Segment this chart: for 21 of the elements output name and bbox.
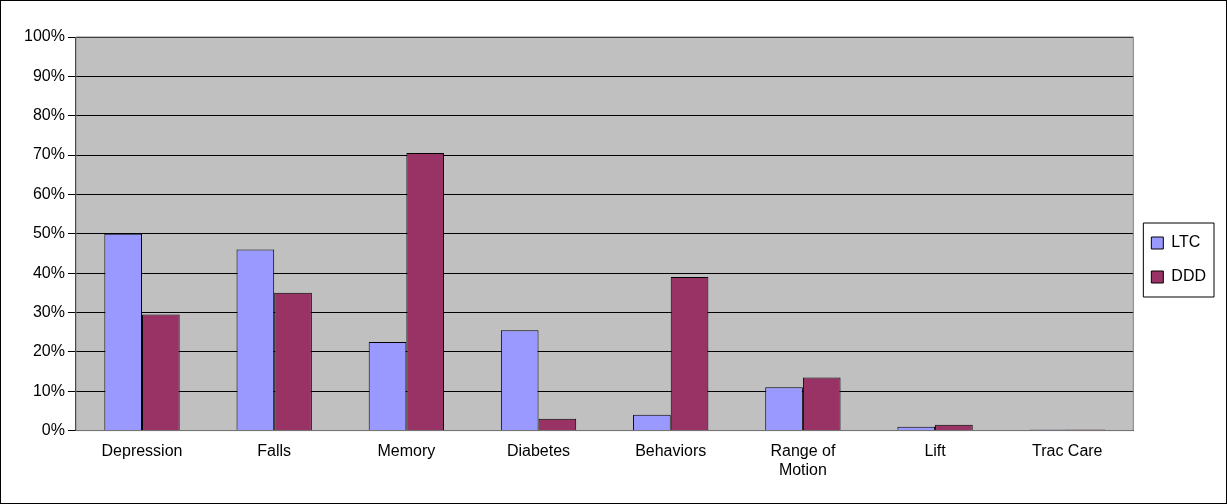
x-tick-label: Range of Motion — [770, 441, 836, 478]
y-tick-label: 40% — [32, 263, 65, 281]
legend-label: LTC — [1171, 233, 1201, 251]
x-tick-label: Memory — [377, 441, 436, 459]
x-tick-label: Behaviors — [635, 441, 707, 459]
y-tick-label: 50% — [32, 224, 65, 242]
y-tick-label: 90% — [32, 66, 65, 84]
y-tick-label: 80% — [32, 106, 65, 124]
y-tick-label: 100% — [24, 27, 65, 45]
x-tick-label: Diabetes — [506, 441, 571, 459]
y-tick-label: 10% — [32, 381, 65, 399]
x-tick-label: Lift — [924, 441, 947, 459]
legend-label: DDD — [1171, 267, 1207, 285]
x-tick-label: Trac Care — [1031, 441, 1103, 459]
y-tick-label: 20% — [32, 342, 65, 360]
y-tick-label: 30% — [32, 302, 65, 320]
y-tick-label: 0% — [41, 421, 65, 439]
x-tick-label: Depression — [101, 441, 183, 459]
y-tick-label: 60% — [32, 184, 65, 202]
x-tick-label: Falls — [257, 441, 292, 459]
y-tick-label: 70% — [32, 145, 65, 163]
